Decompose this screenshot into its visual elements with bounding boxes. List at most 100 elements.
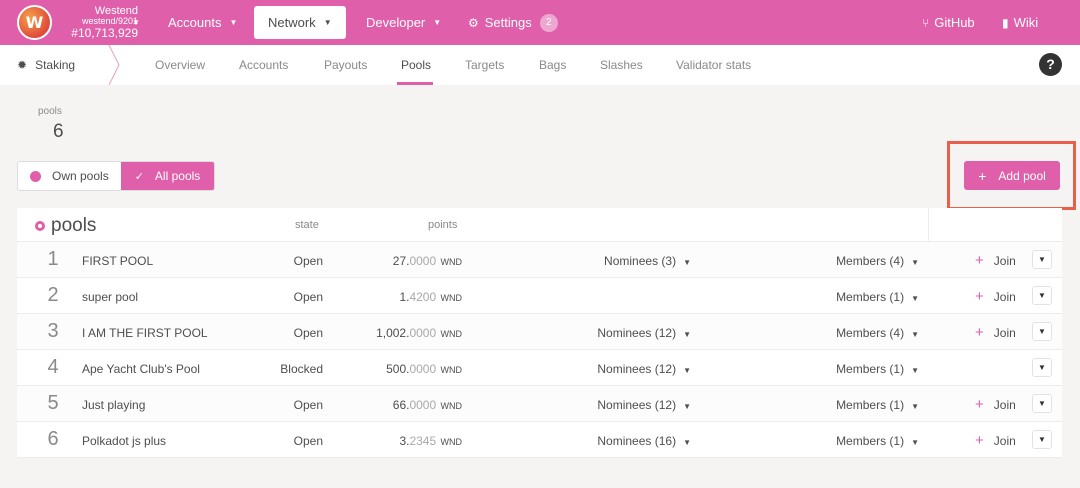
expand-row-button[interactable]: ▼ <box>1032 250 1052 269</box>
members-dropdown[interactable]: Members (1) ▼ <box>836 434 919 448</box>
chevron-down-icon[interactable]: ▼ <box>132 18 140 27</box>
section-title: ✹ Staking <box>17 58 76 72</box>
pool-points: 66.0000 WND <box>335 398 462 412</box>
nominees-dropdown[interactable]: Nominees (12) ▼ <box>597 398 691 412</box>
points-decimal: 2345 <box>409 434 437 448</box>
pool-points: 500.0000 WND <box>335 362 462 376</box>
all-pools-toggle[interactable]: ✓ All pools <box>120 162 215 190</box>
chain-logo-icon[interactable]: W <box>17 5 52 40</box>
chain-spec: westend/9201 <box>81 16 138 27</box>
chevron-down-icon: ▼ <box>911 258 919 267</box>
table-header: pools state points <box>17 208 1062 242</box>
members-dropdown[interactable]: Members (1) ▼ <box>836 290 919 304</box>
chevron-down-icon: ▼ <box>683 438 691 447</box>
nominees-dropdown[interactable]: Nominees (12) ▼ <box>597 326 691 340</box>
points-integer: 3. <box>399 434 410 448</box>
nav-developer[interactable]: Developer ▼ <box>366 15 442 30</box>
plus-icon: + <box>975 432 984 449</box>
points-unit: WND <box>440 329 463 339</box>
points-unit: WND <box>440 401 463 411</box>
plus-icon: + <box>978 167 987 184</box>
points-decimal: 0000 <box>409 398 437 412</box>
points-unit: WND <box>440 257 463 267</box>
points-decimal: 0000 <box>409 326 437 340</box>
members-dropdown[interactable]: Members (1) ▼ <box>836 398 919 412</box>
pool-state: Open <box>293 434 323 448</box>
tab-overview[interactable]: Overview <box>155 58 206 72</box>
chevron-down-icon: ▼ <box>911 438 919 447</box>
check-icon: ✓ <box>134 170 144 183</box>
points-unit: WND <box>440 293 463 303</box>
header-points: points <box>428 219 458 231</box>
pool-id: 6 <box>47 428 59 450</box>
chevron-down-icon: ▼ <box>229 18 238 27</box>
points-integer: 1,002. <box>376 326 410 340</box>
chevron-down-icon: ▼ <box>683 258 691 267</box>
members-dropdown[interactable]: Members (1) ▼ <box>836 362 919 376</box>
gear-icon: ⚙ <box>468 15 479 30</box>
pool-points: 1,002.0000 WND <box>335 326 462 340</box>
members-dropdown[interactable]: Members (4) ▼ <box>836 254 919 268</box>
plus-icon: + <box>975 252 984 269</box>
join-button[interactable]: + Join <box>975 252 1016 269</box>
nominees-dropdown[interactable]: Nominees (12) ▼ <box>597 362 691 376</box>
pool-id: 1 <box>47 248 59 270</box>
chevron-down-icon: ▼ <box>911 294 919 303</box>
table-body: 1 FIRST POOL Open 27.0000 WND Nominees (… <box>17 242 1062 458</box>
own-pools-toggle[interactable]: Own pools <box>18 162 121 190</box>
plus-icon: + <box>975 324 984 341</box>
pool-name: Polkadot js plus <box>82 434 167 448</box>
expand-row-button[interactable]: ▼ <box>1032 358 1052 377</box>
chain-selector[interactable]: Westend westend/9201 #10,713,929 <box>60 5 138 40</box>
tab-accounts[interactable]: Accounts <box>239 58 289 72</box>
join-button[interactable]: + Join <box>975 432 1016 449</box>
points-integer: 66. <box>392 398 410 412</box>
tab-bags[interactable]: Bags <box>539 58 567 72</box>
staking-icon: ✹ <box>17 58 28 72</box>
pool-id: 3 <box>47 320 59 342</box>
nominees-dropdown[interactable]: Nominees (3) ▼ <box>604 254 691 268</box>
pool-points: 27.0000 WND <box>335 254 462 268</box>
join-button[interactable]: + Join <box>975 324 1016 341</box>
pool-name: I AM THE FIRST POOL <box>82 326 208 340</box>
nav-settings[interactable]: ⚙ Settings 2 <box>454 6 572 39</box>
add-pool-button[interactable]: + Add pool <box>964 161 1060 190</box>
table-row: 4 Ape Yacht Club's Pool Blocked 500.0000… <box>17 350 1062 386</box>
tab-payouts[interactable]: Payouts <box>324 58 368 72</box>
breadcrumb-separator <box>108 45 120 85</box>
nominees-dropdown[interactable]: Nominees (16) ▼ <box>597 434 691 448</box>
wiki-link[interactable]: ▮ Wiki <box>1002 15 1039 30</box>
chevron-down-icon: ▼ <box>433 18 442 27</box>
points-unit: WND <box>440 365 463 375</box>
settings-badge: 2 <box>539 13 558 32</box>
expand-row-button[interactable]: ▼ <box>1032 322 1052 341</box>
block-number: #10,713,929 <box>71 25 138 40</box>
expand-row-button[interactable]: ▼ <box>1032 394 1052 413</box>
top-bar: W Westend westend/9201 #10,713,929 ▼ Acc… <box>0 0 1080 45</box>
join-button[interactable]: + Join <box>975 396 1016 413</box>
plus-icon: + <box>975 288 984 305</box>
tab-slashes[interactable]: Slashes <box>600 58 643 72</box>
pool-state: Open <box>293 398 323 412</box>
tab-pools[interactable]: Pools <box>401 58 432 72</box>
members-dropdown[interactable]: Members (4) ▼ <box>836 326 919 340</box>
book-icon: ▮ <box>1002 15 1009 30</box>
chevron-down-icon: ▼ <box>911 402 919 411</box>
active-tab-indicator <box>397 82 433 85</box>
chevron-down-icon: ▼ <box>911 330 919 339</box>
nav-accounts[interactable]: Accounts ▼ <box>168 15 238 30</box>
join-button[interactable]: + Join <box>975 288 1016 305</box>
tab-validator-stats[interactable]: Validator stats <box>676 58 752 72</box>
pool-state: Open <box>293 290 323 304</box>
nav-network[interactable]: Network ▼ <box>254 6 346 39</box>
tab-targets[interactable]: Targets <box>465 58 505 72</box>
chevron-down-icon: ▼ <box>683 366 691 375</box>
help-icon[interactable]: ? <box>1039 53 1062 76</box>
points-integer: 500. <box>386 362 410 376</box>
table-row: 2 super pool Open 1.4200 WND ▼ Members (… <box>17 278 1062 314</box>
expand-row-button[interactable]: ▼ <box>1032 430 1052 449</box>
sub-nav: ✹ Staking Overview Accounts Payouts Pool… <box>0 45 1080 85</box>
header-state: state <box>295 219 319 231</box>
github-link[interactable]: ⑂ GitHub <box>922 15 975 30</box>
expand-row-button[interactable]: ▼ <box>1032 286 1052 305</box>
